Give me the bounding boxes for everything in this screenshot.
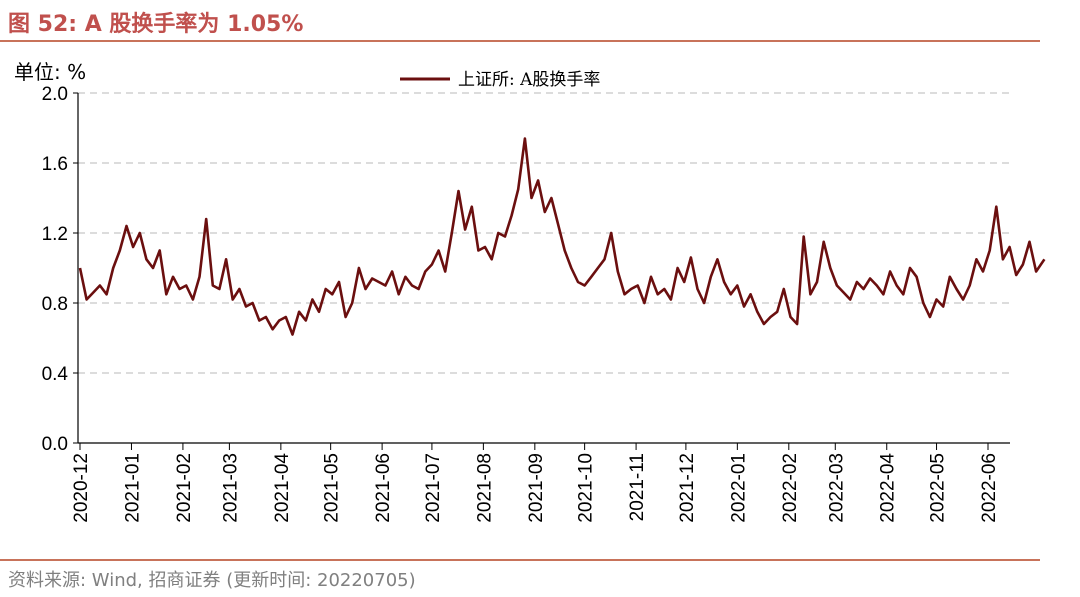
legend-label: 上证所: A股换手率 — [458, 70, 600, 90]
y-tick-label: 0.8 — [42, 294, 68, 315]
x-tick-label: 2021-11 — [627, 453, 648, 521]
series-line — [78, 137, 1046, 336]
y-tick-label: 0.0 — [42, 434, 68, 455]
source-divider — [0, 559, 1040, 561]
x-tick-label: 2022-06 — [979, 453, 1000, 523]
source-note: 资料来源: Wind, 招商证券 (更新时间: 20220705) — [8, 570, 416, 591]
x-tick-label: 2021-01 — [122, 453, 143, 523]
x-tick-label: 2021-08 — [474, 453, 495, 523]
x-tick-label: 2022-04 — [878, 453, 899, 523]
title-divider — [0, 40, 1040, 42]
x-tick-label: 2020-12 — [71, 453, 92, 523]
x-tick-label: 2021-12 — [677, 453, 698, 523]
x-tick-label: 2022-01 — [728, 453, 749, 523]
figure-title: 图 52: A 股换手率为 1.05% — [8, 12, 304, 37]
x-tick-label: 2021-03 — [220, 453, 241, 523]
x-tick-label: 2021-05 — [322, 453, 343, 523]
y-tick-label: 0.4 — [42, 364, 69, 385]
x-tick-label: 2022-05 — [928, 453, 949, 523]
x-tick-label: 2021-09 — [526, 453, 547, 523]
unit-label: 单位: % — [14, 60, 87, 84]
x-tick-label: 2021-06 — [373, 453, 394, 523]
x-tick-label: 2021-07 — [423, 453, 444, 523]
x-tick-label: 2021-04 — [272, 453, 293, 523]
y-tick-label: 1.6 — [42, 154, 68, 175]
y-tick-label: 2.0 — [42, 84, 68, 105]
x-tick-label: 2021-02 — [174, 453, 195, 523]
x-tick-label: 2022-02 — [780, 453, 801, 523]
x-tick-label: 2022-03 — [826, 453, 847, 523]
y-tick-label: 1.2 — [42, 224, 68, 245]
x-tick-label: 2021-10 — [576, 453, 597, 523]
